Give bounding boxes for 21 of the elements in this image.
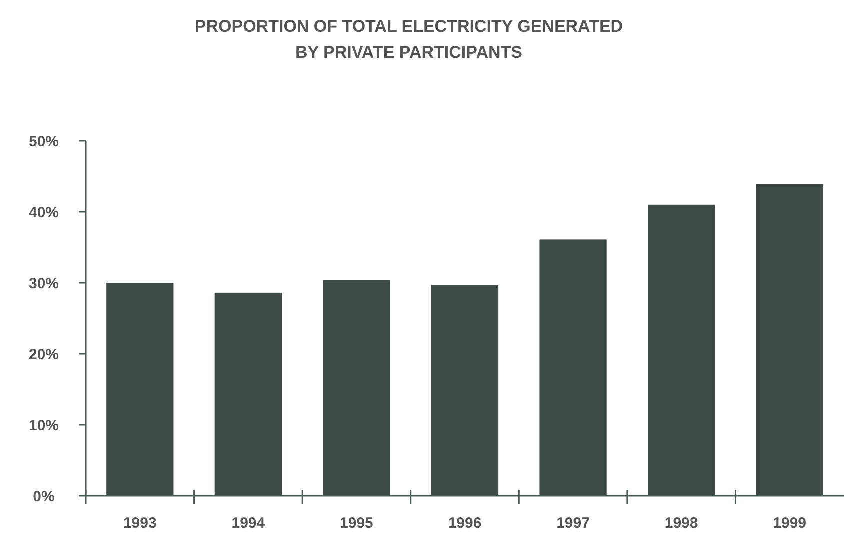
bar <box>648 204 716 496</box>
x-tick-label: 1998 <box>664 515 698 532</box>
bar <box>540 240 607 496</box>
x-tick-label: 1994 <box>232 515 266 532</box>
x-tick-label: 1996 <box>448 515 482 532</box>
y-tick-label: 40% <box>28 204 60 222</box>
x-tick-label: 1993 <box>123 515 157 532</box>
y-tick-label: 20% <box>28 346 60 364</box>
bar <box>106 283 174 496</box>
bar <box>756 184 824 496</box>
chart-title: PROPORTION OF TOTAL ELECTRICITY GENERATED BY PRIVATE PARTICIPANTS <box>194 17 624 62</box>
bar <box>214 292 282 496</box>
x-tick-label: 1995 <box>340 515 374 532</box>
bar <box>323 280 390 496</box>
y-tick-label: 0% <box>33 488 55 506</box>
y-tick-label: 50% <box>28 133 60 150</box>
bar <box>431 285 499 496</box>
x-tick-label: 1997 <box>556 515 590 532</box>
y-tick-label: 30% <box>28 275 60 292</box>
y-tick-label: 10% <box>28 417 60 434</box>
x-tick-label: 1999 <box>773 515 807 532</box>
